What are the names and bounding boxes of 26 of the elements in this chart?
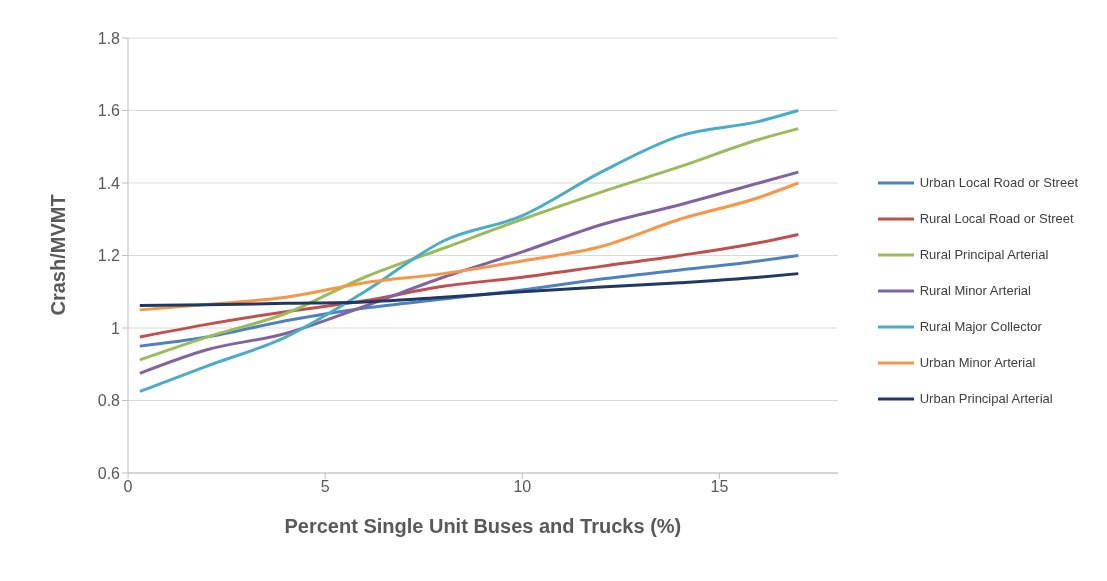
y-tick-label: 1.4 — [97, 174, 121, 192]
legend-label: Urban Local Road or Street — [919, 175, 1078, 190]
legend-label: Rural Principal Arterial — [919, 247, 1049, 262]
y-tick-label: 1.2 — [97, 247, 121, 265]
line-series — [138, 232, 800, 339]
line-series — [138, 272, 800, 308]
line-series — [138, 127, 800, 362]
legend-label: Rural Local Road or Street — [919, 211, 1074, 226]
y-tick-label: 1 — [111, 319, 121, 337]
y-tick-label: 1.8 — [97, 29, 121, 47]
legend-label: Rural Major Collector — [919, 319, 1042, 334]
legend-label: Rural Minor Arterial — [919, 283, 1031, 298]
legend-label: Urban Minor Arterial — [919, 355, 1036, 370]
y-tick-label: 0.8 — [97, 392, 121, 410]
legend-label: Urban Principal Arterial — [919, 391, 1053, 406]
line-series — [138, 170, 800, 375]
x-tick-label: 5 — [320, 478, 330, 496]
line-series — [138, 181, 800, 312]
x-axis-title: Percent Single Unit Buses and Trucks (%) — [284, 515, 682, 537]
x-tick-label: 0 — [123, 478, 133, 496]
y-tick-label: 0.6 — [97, 464, 121, 482]
x-tick-label: 15 — [710, 478, 729, 496]
y-tick-label: 1.6 — [97, 102, 121, 120]
x-tick-label: 10 — [513, 478, 532, 496]
line-series — [138, 109, 800, 393]
y-axis-title: Crash/MVMT — [47, 194, 70, 316]
